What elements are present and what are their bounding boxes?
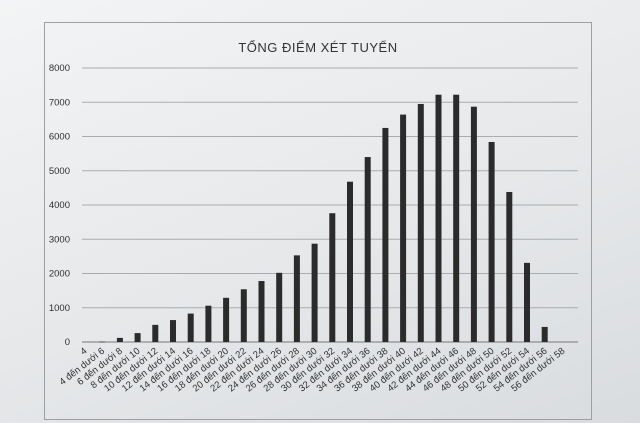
bar	[417, 103, 424, 343]
bar	[470, 106, 477, 342]
y-tick-label: 8000	[49, 63, 70, 74]
bar	[488, 141, 495, 342]
bar	[152, 324, 159, 342]
y-tick-label: 5000	[49, 166, 70, 177]
y-tick-label: 6000	[49, 132, 70, 143]
bar	[329, 213, 336, 342]
bar	[293, 255, 300, 342]
y-tick-label: 0	[65, 337, 70, 348]
bar	[453, 94, 460, 342]
grid-lines	[82, 67, 578, 343]
chart-title: TỔNG ĐIỂM XÉT TUYỂN	[238, 40, 397, 55]
y-tick-label: 4000	[49, 200, 70, 211]
bar	[116, 337, 123, 342]
bar	[205, 305, 212, 342]
bar	[382, 127, 389, 342]
bar	[187, 313, 194, 342]
bar	[99, 341, 106, 343]
bar	[524, 262, 530, 342]
y-axis-ticks: 0 1000 2000 3000 4000 5000 6000 7000 8000	[49, 63, 70, 348]
bar	[311, 243, 318, 342]
bar	[400, 114, 407, 342]
y-tick-label: 2000	[49, 269, 70, 280]
bars	[99, 94, 548, 343]
bar	[506, 191, 513, 342]
bar	[134, 333, 141, 342]
bar	[258, 281, 265, 342]
x-axis-ticks: 44 đến dưới 66 đến dưới 88 đến dưới 1010…	[57, 346, 567, 395]
bar	[240, 289, 247, 342]
bar	[347, 181, 353, 342]
bar	[541, 326, 548, 342]
bar	[364, 157, 371, 342]
x-tick-label: 4	[78, 346, 89, 358]
y-tick-label: 1000	[49, 303, 70, 314]
y-tick-label: 7000	[49, 97, 70, 108]
bar	[276, 272, 283, 342]
bar	[170, 320, 176, 342]
bar	[223, 297, 230, 342]
y-tick-label: 3000	[49, 234, 70, 245]
chart-frame	[44, 22, 592, 420]
bar	[435, 94, 442, 342]
